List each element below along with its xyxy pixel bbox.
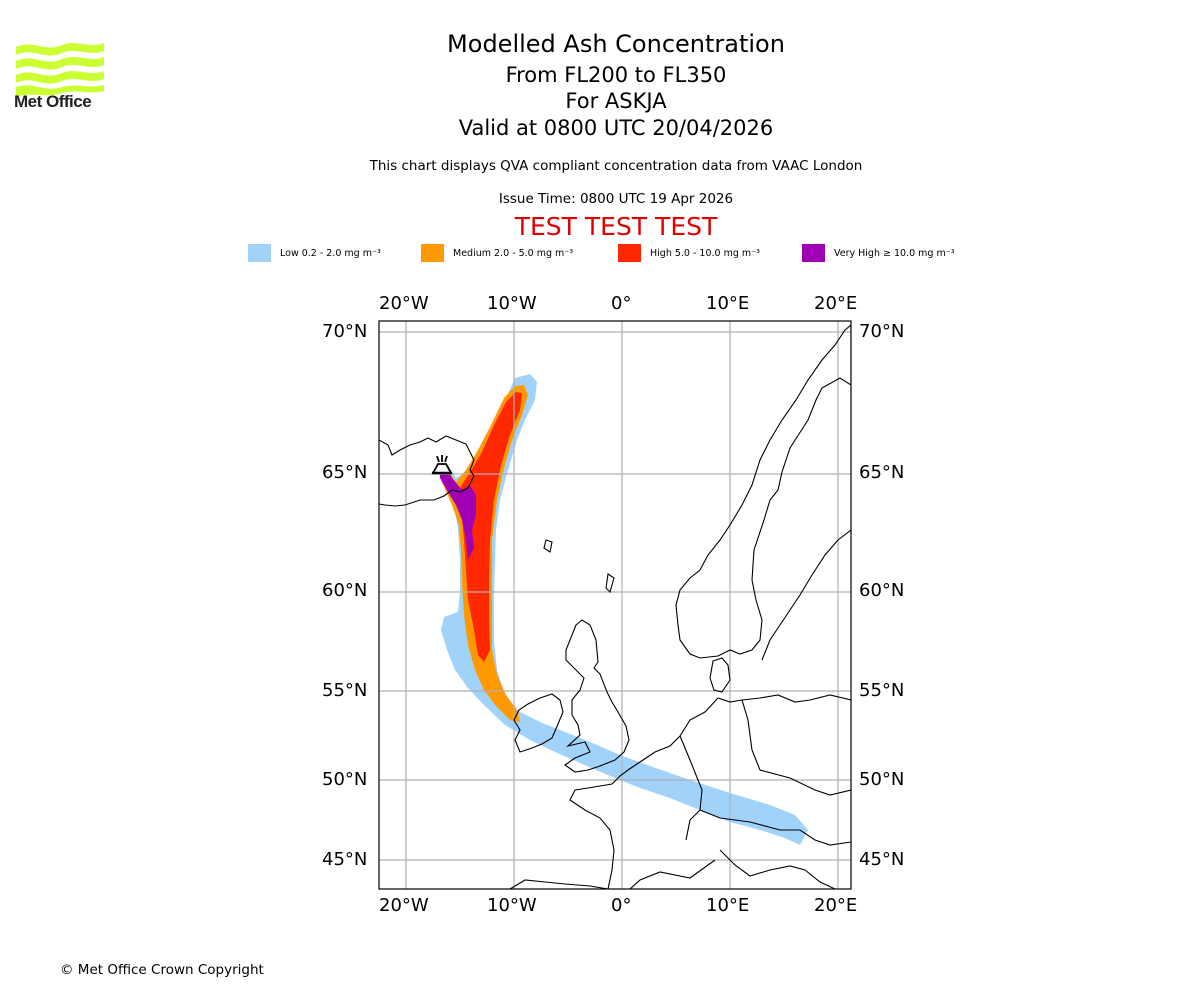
legend-swatch-high [618,244,641,262]
legend-swatch-medium [421,244,444,262]
coast-italy [629,859,716,889]
test-banner: TEST TEST TEST [514,212,718,241]
lat-tick-right-45n: 45°N [859,849,905,870]
coast-faroe [543,539,553,553]
copyright-notice: © Met Office Crown Copyright [60,962,264,978]
ash-very-high-region [439,464,476,560]
legend-item-high: High 5.0 - 10.0 mg m⁻³ [618,244,760,262]
lon-tick-bottom-10e: 10°E [706,895,750,916]
valid-time: Valid at 0800 UTC 20/04/2026 [458,116,774,140]
lat-tick-left-55n: 55°N [322,680,368,701]
lat-tick-right-65n: 65°N [859,462,905,483]
legend-label-very-high: Very High ≥ 10.0 mg m⁻³ [834,247,955,259]
border-alps [699,809,851,846]
graticule [379,321,851,889]
coast-denmark [709,657,731,693]
map-frame [378,320,852,890]
met-office-logo-text: Met Office [14,92,92,111]
lon-tick-bottom-0: 0° [611,895,632,916]
lat-tick-right-60n: 60°N [859,580,905,601]
legend-item-medium: Medium 2.0 - 5.0 mg m⁻³ [421,244,573,262]
legend-label-low: Low 0.2 - 2.0 mg m⁻³ [280,247,381,259]
coast-continent [569,694,851,889]
lat-tick-left-60n: 60°N [322,580,368,601]
chart-subtitle: This chart displays QVA compliant concen… [369,158,863,174]
coast-sweden [761,529,851,661]
lon-tick-top-20w: 20°W [379,293,429,314]
lon-tick-bottom-20w: 20°W [379,895,429,916]
lon-tick-bottom-10w: 10°W [487,895,537,916]
coastlines [379,324,851,889]
border-germany-east [741,699,851,796]
coast-iceland [379,435,475,507]
issue-time: Issue Time: 0800 UTC 19 Apr 2026 [498,191,734,207]
lat-tick-left-45n: 45°N [322,849,368,870]
legend-swatch-very-high [802,244,825,262]
coast-great-britain [564,619,630,773]
coast-iberia [509,879,609,889]
lat-tick-right-55n: 55°N [859,680,905,701]
coast-adriatic [719,849,836,889]
flight-level-range: From FL200 to FL350 [505,63,727,87]
lon-tick-top-10w: 10°W [487,293,537,314]
lat-tick-right-70n: 70°N [859,321,905,342]
legend-swatch-low [248,244,271,262]
lon-tick-top-20e: 20°E [814,293,858,314]
legend-label-medium: Medium 2.0 - 5.0 mg m⁻³ [453,247,574,259]
lat-tick-left-65n: 65°N [322,462,368,483]
lon-tick-bottom-20e: 20°E [814,895,858,916]
border-france-germany [679,735,703,841]
legend-item-very-high: Very High ≥ 10.0 mg m⁻³ [802,244,955,262]
ash-high-region [444,392,522,662]
legend-label-high: High 5.0 - 10.0 mg m⁻³ [650,247,760,259]
volcano-name: For ASKJA [565,89,667,113]
lon-tick-top-0: 0° [611,293,632,314]
met-office-logo-icon [16,43,104,97]
lat-tick-right-50n: 50°N [859,769,905,790]
volcano-icon [431,455,453,475]
legend-item-low: Low 0.2 - 2.0 mg m⁻³ [248,244,381,262]
chart-title: Modelled Ash Concentration [447,30,785,58]
lat-tick-left-50n: 50°N [322,769,368,790]
coast-shetland [605,573,615,594]
ash-low-region [440,374,808,845]
lon-tick-top-10e: 10°E [706,293,750,314]
coast-norway [675,324,851,659]
lat-tick-left-70n: 70°N [322,321,368,342]
coast-ireland [513,693,564,753]
